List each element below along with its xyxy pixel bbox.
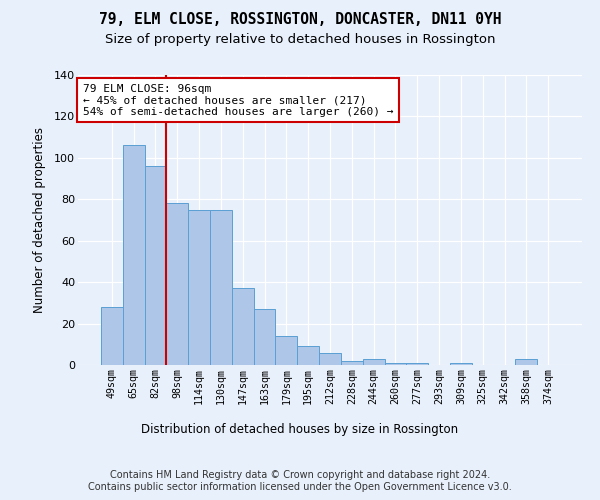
Text: Distribution of detached houses by size in Rossington: Distribution of detached houses by size … bbox=[142, 422, 458, 436]
Bar bbox=[515, 359, 537, 365]
Bar bbox=[275, 336, 297, 365]
Text: Contains HM Land Registry data © Crown copyright and database right 2024.: Contains HM Land Registry data © Crown c… bbox=[110, 470, 490, 480]
Text: Contains public sector information licensed under the Open Government Licence v3: Contains public sector information licen… bbox=[88, 482, 512, 492]
Bar bbox=[319, 352, 341, 365]
Bar bbox=[406, 363, 428, 365]
Bar bbox=[297, 346, 319, 365]
Bar bbox=[123, 146, 145, 365]
Bar bbox=[254, 309, 275, 365]
Bar bbox=[145, 166, 166, 365]
Bar bbox=[341, 361, 363, 365]
Text: Size of property relative to detached houses in Rossington: Size of property relative to detached ho… bbox=[105, 32, 495, 46]
Bar bbox=[232, 288, 254, 365]
Bar bbox=[101, 307, 123, 365]
Bar bbox=[166, 204, 188, 365]
Bar bbox=[450, 363, 472, 365]
Text: 79, ELM CLOSE, ROSSINGTON, DONCASTER, DN11 0YH: 79, ELM CLOSE, ROSSINGTON, DONCASTER, DN… bbox=[99, 12, 501, 28]
Bar bbox=[385, 363, 406, 365]
Bar bbox=[210, 210, 232, 365]
Bar bbox=[363, 359, 385, 365]
Y-axis label: Number of detached properties: Number of detached properties bbox=[33, 127, 46, 313]
Text: 79 ELM CLOSE: 96sqm
← 45% of detached houses are smaller (217)
54% of semi-detac: 79 ELM CLOSE: 96sqm ← 45% of detached ho… bbox=[83, 84, 394, 117]
Bar bbox=[188, 210, 210, 365]
